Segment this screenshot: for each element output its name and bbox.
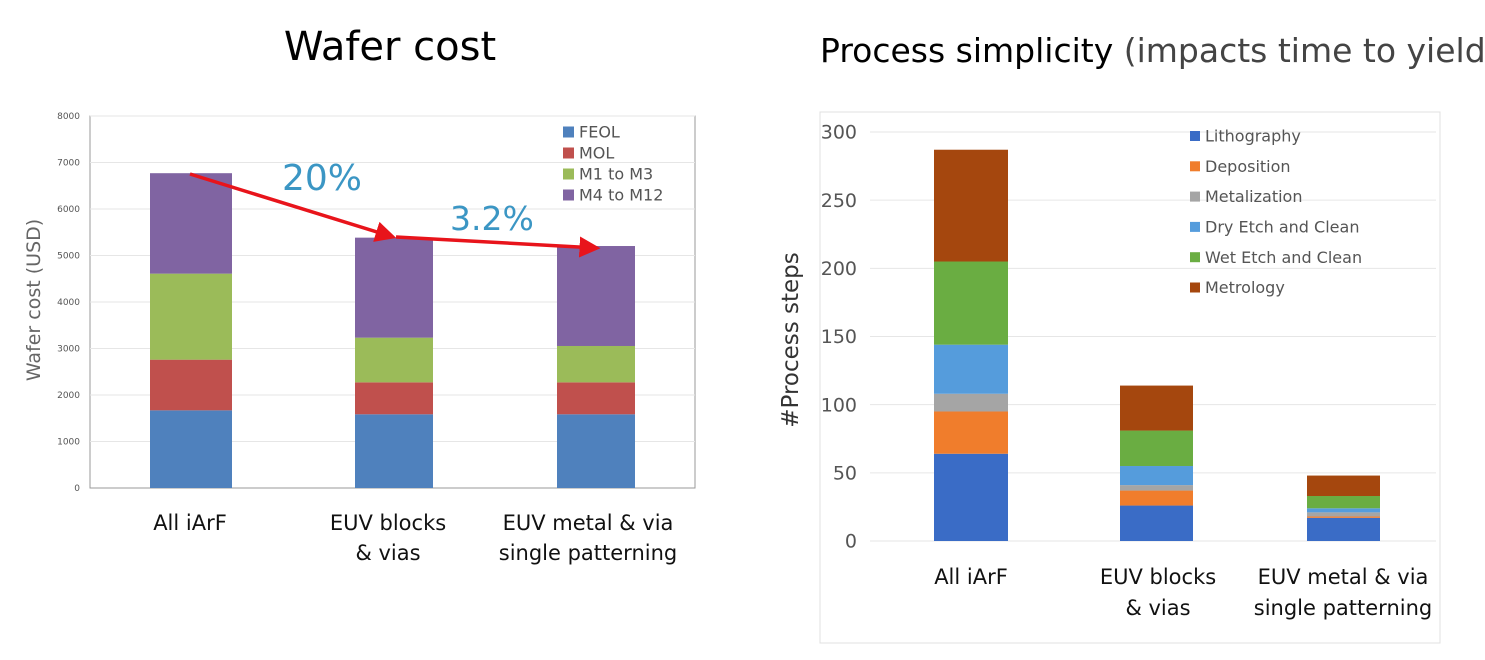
- legend-label: Metrology: [1205, 278, 1285, 297]
- y-axis-label: Wafer cost (USD): [23, 219, 45, 381]
- bar-deposition: [934, 411, 1008, 454]
- legend-label: M1 to M3: [579, 165, 653, 184]
- bar-mol: [355, 382, 433, 415]
- y-tick-label: 7000: [57, 159, 80, 169]
- y-tick-label: 5000: [57, 252, 80, 262]
- category-label: & vias: [1125, 596, 1190, 620]
- y-tick-label: 0: [845, 531, 857, 553]
- reduction-arrow: [395, 235, 601, 258]
- y-tick-label: 100: [821, 394, 857, 416]
- title-main: Process simplicity: [820, 31, 1113, 70]
- legend-swatch: [1190, 131, 1200, 141]
- bar-metalization: [1307, 512, 1380, 517]
- y-tick-label: 2000: [57, 391, 80, 401]
- category-label: EUV metal & via: [1258, 565, 1429, 589]
- y-tick-label: 3000: [57, 345, 80, 355]
- bar-dry-etch-and-clean: [1307, 508, 1380, 513]
- bar-feol: [355, 414, 433, 488]
- legend-swatch: [1190, 252, 1200, 263]
- bar-metrology: [934, 149, 1008, 262]
- bar-metalization: [1120, 485, 1193, 491]
- y-tick-label: 150: [821, 326, 857, 348]
- bar-mol: [557, 382, 635, 415]
- bar-wet-etch-and-clean: [1307, 496, 1380, 509]
- bar-m4-to-m12: [557, 246, 635, 346]
- legend-swatch: [1190, 282, 1200, 293]
- category-label: All iArF: [153, 511, 227, 535]
- bar-feol: [557, 414, 635, 488]
- y-tick-label: 4000: [57, 298, 80, 308]
- legend-swatch: [1190, 221, 1200, 232]
- chart-subtitle: (impacts time to yield): [1113, 31, 1485, 70]
- legend-swatch: [563, 147, 574, 159]
- category-label: EUV metal & via: [503, 511, 674, 535]
- legend-swatch: [563, 126, 574, 138]
- legend-label: Lithography: [1205, 127, 1301, 146]
- bar-deposition: [1307, 516, 1380, 518]
- bar-lithography: [1307, 517, 1380, 541]
- bar-m1-to-m3: [150, 273, 232, 360]
- chart-title: Wafer cost: [284, 24, 496, 70]
- y-axis-label: #Process steps: [778, 252, 804, 428]
- legend-swatch: [563, 168, 574, 180]
- legend-label: M4 to M12: [579, 186, 663, 205]
- chart-0: 0 1000 2000 3000 4000 5000 6000 7000 8000 Wafer c…: [23, 24, 696, 565]
- category-label: EUV blocks: [330, 511, 446, 535]
- legend-swatch: [563, 189, 574, 201]
- bar-m1-to-m3: [557, 345, 635, 383]
- bar-wet-etch-and-clean: [1120, 430, 1193, 467]
- y-tick-label: 200: [821, 258, 857, 280]
- chart-1: 0 50 100 150 200 250 300 #Process steps All iArF…: [778, 31, 1485, 644]
- bar-m1-to-m3: [355, 337, 433, 383]
- legend-label: Dry Etch and Clean: [1205, 218, 1359, 237]
- legend-swatch: [1190, 161, 1200, 172]
- y-tick-label: 8000: [57, 112, 80, 122]
- reduction-label: 20%: [282, 158, 362, 199]
- bar-dry-etch-and-clean: [1120, 466, 1193, 486]
- bar-mol: [150, 359, 232, 411]
- y-tick-label: 300: [821, 122, 857, 144]
- y-tick-label: 1000: [57, 438, 80, 448]
- y-tick-label: 0: [74, 484, 80, 494]
- bar-dry-etch-and-clean: [934, 344, 1008, 394]
- legend-swatch: [1190, 191, 1200, 202]
- chart-title: Process simplicity (impacts time to yiel…: [820, 31, 1485, 70]
- legend-label: Wet Etch and Clean: [1205, 248, 1362, 267]
- legend-label: MOL: [579, 144, 614, 163]
- category-label: EUV blocks: [1100, 565, 1216, 589]
- y-tick-label: 6000: [57, 205, 80, 215]
- bar-metalization: [934, 393, 1008, 412]
- legend-label: Deposition: [1205, 157, 1291, 176]
- bar-m4-to-m12: [355, 237, 433, 338]
- bar-lithography: [1120, 505, 1193, 541]
- y-tick-label: 50: [833, 462, 857, 484]
- category-label: All iArF: [934, 565, 1008, 589]
- category-label: single patterning: [499, 541, 677, 565]
- bar-metrology: [1120, 385, 1193, 431]
- bar-metrology: [1307, 475, 1380, 497]
- reduction-label: 3.2%: [450, 199, 534, 238]
- category-label: & vias: [355, 541, 420, 565]
- bar-m4-to-m12: [150, 173, 232, 274]
- legend-label: Metalization: [1205, 187, 1302, 206]
- title-main: Wafer cost: [284, 24, 496, 70]
- legend-label: FEOL: [579, 123, 620, 142]
- y-tick-label: 250: [821, 190, 857, 212]
- bar-lithography: [934, 453, 1008, 541]
- reduction-arrow: [189, 172, 397, 242]
- bar-feol: [150, 410, 232, 488]
- plot-area: [819, 111, 1441, 644]
- bar-deposition: [1120, 490, 1193, 506]
- bar-wet-etch-and-clean: [934, 261, 1008, 345]
- category-label: single patterning: [1254, 596, 1432, 620]
